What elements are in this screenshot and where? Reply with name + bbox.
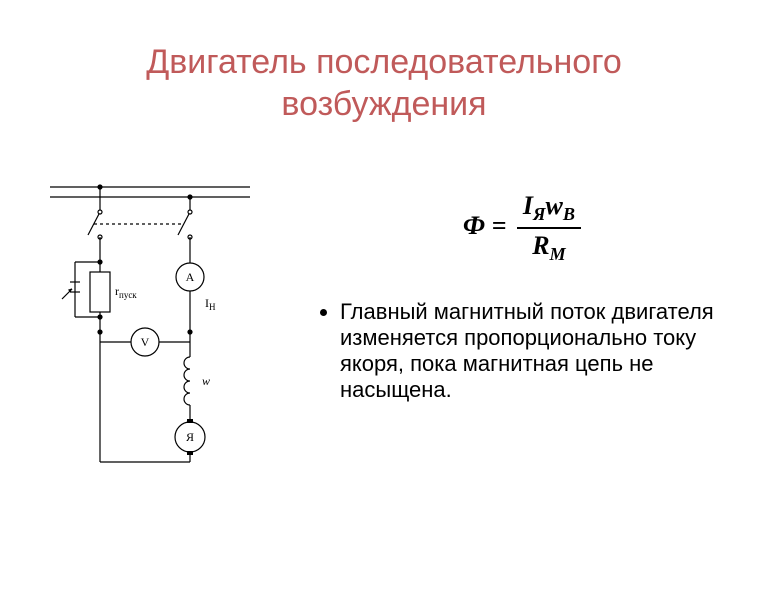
text-column: Ф = IЯwB RM Главный магнитный поток двиг…: [300, 167, 728, 411]
label-rstart: rпуск: [115, 284, 137, 300]
formula-eq: =: [485, 211, 513, 240]
formula-num-I: I: [523, 191, 533, 220]
formula-num-w-sub: B: [563, 204, 575, 224]
slide-title: Двигатель последовательного возбуждения: [0, 23, 768, 126]
content-columns: rпуск А V IН w Я Ф = IЯwB RM: [0, 149, 768, 487]
formula-num-w: w: [546, 191, 563, 220]
formula-den-R-sub: M: [550, 244, 566, 264]
flux-formula: Ф = IЯwB RM: [320, 191, 728, 265]
label-current: IН: [205, 296, 216, 312]
formula-lhs: Ф: [463, 211, 485, 240]
label-winding: w: [202, 374, 210, 388]
formula-fraction: IЯwB RM: [517, 191, 581, 265]
label-armature: Я: [186, 430, 194, 444]
label-ammeter: А: [186, 270, 195, 284]
bullet-list: Главный магнитный поток двигателя изменя…: [320, 299, 728, 403]
circuit-diagram: rпуск А V IН w Я: [40, 167, 260, 487]
formula-num-I-sub: Я: [533, 204, 546, 224]
label-voltmeter: V: [141, 335, 150, 349]
formula-den-R: R: [532, 231, 549, 260]
slide: Двигатель последовательного возбуждения: [0, 23, 768, 599]
diagram-column: rпуск А V IН w Я: [40, 167, 300, 487]
bullet-item: Главный магнитный поток двигателя изменя…: [340, 299, 728, 403]
